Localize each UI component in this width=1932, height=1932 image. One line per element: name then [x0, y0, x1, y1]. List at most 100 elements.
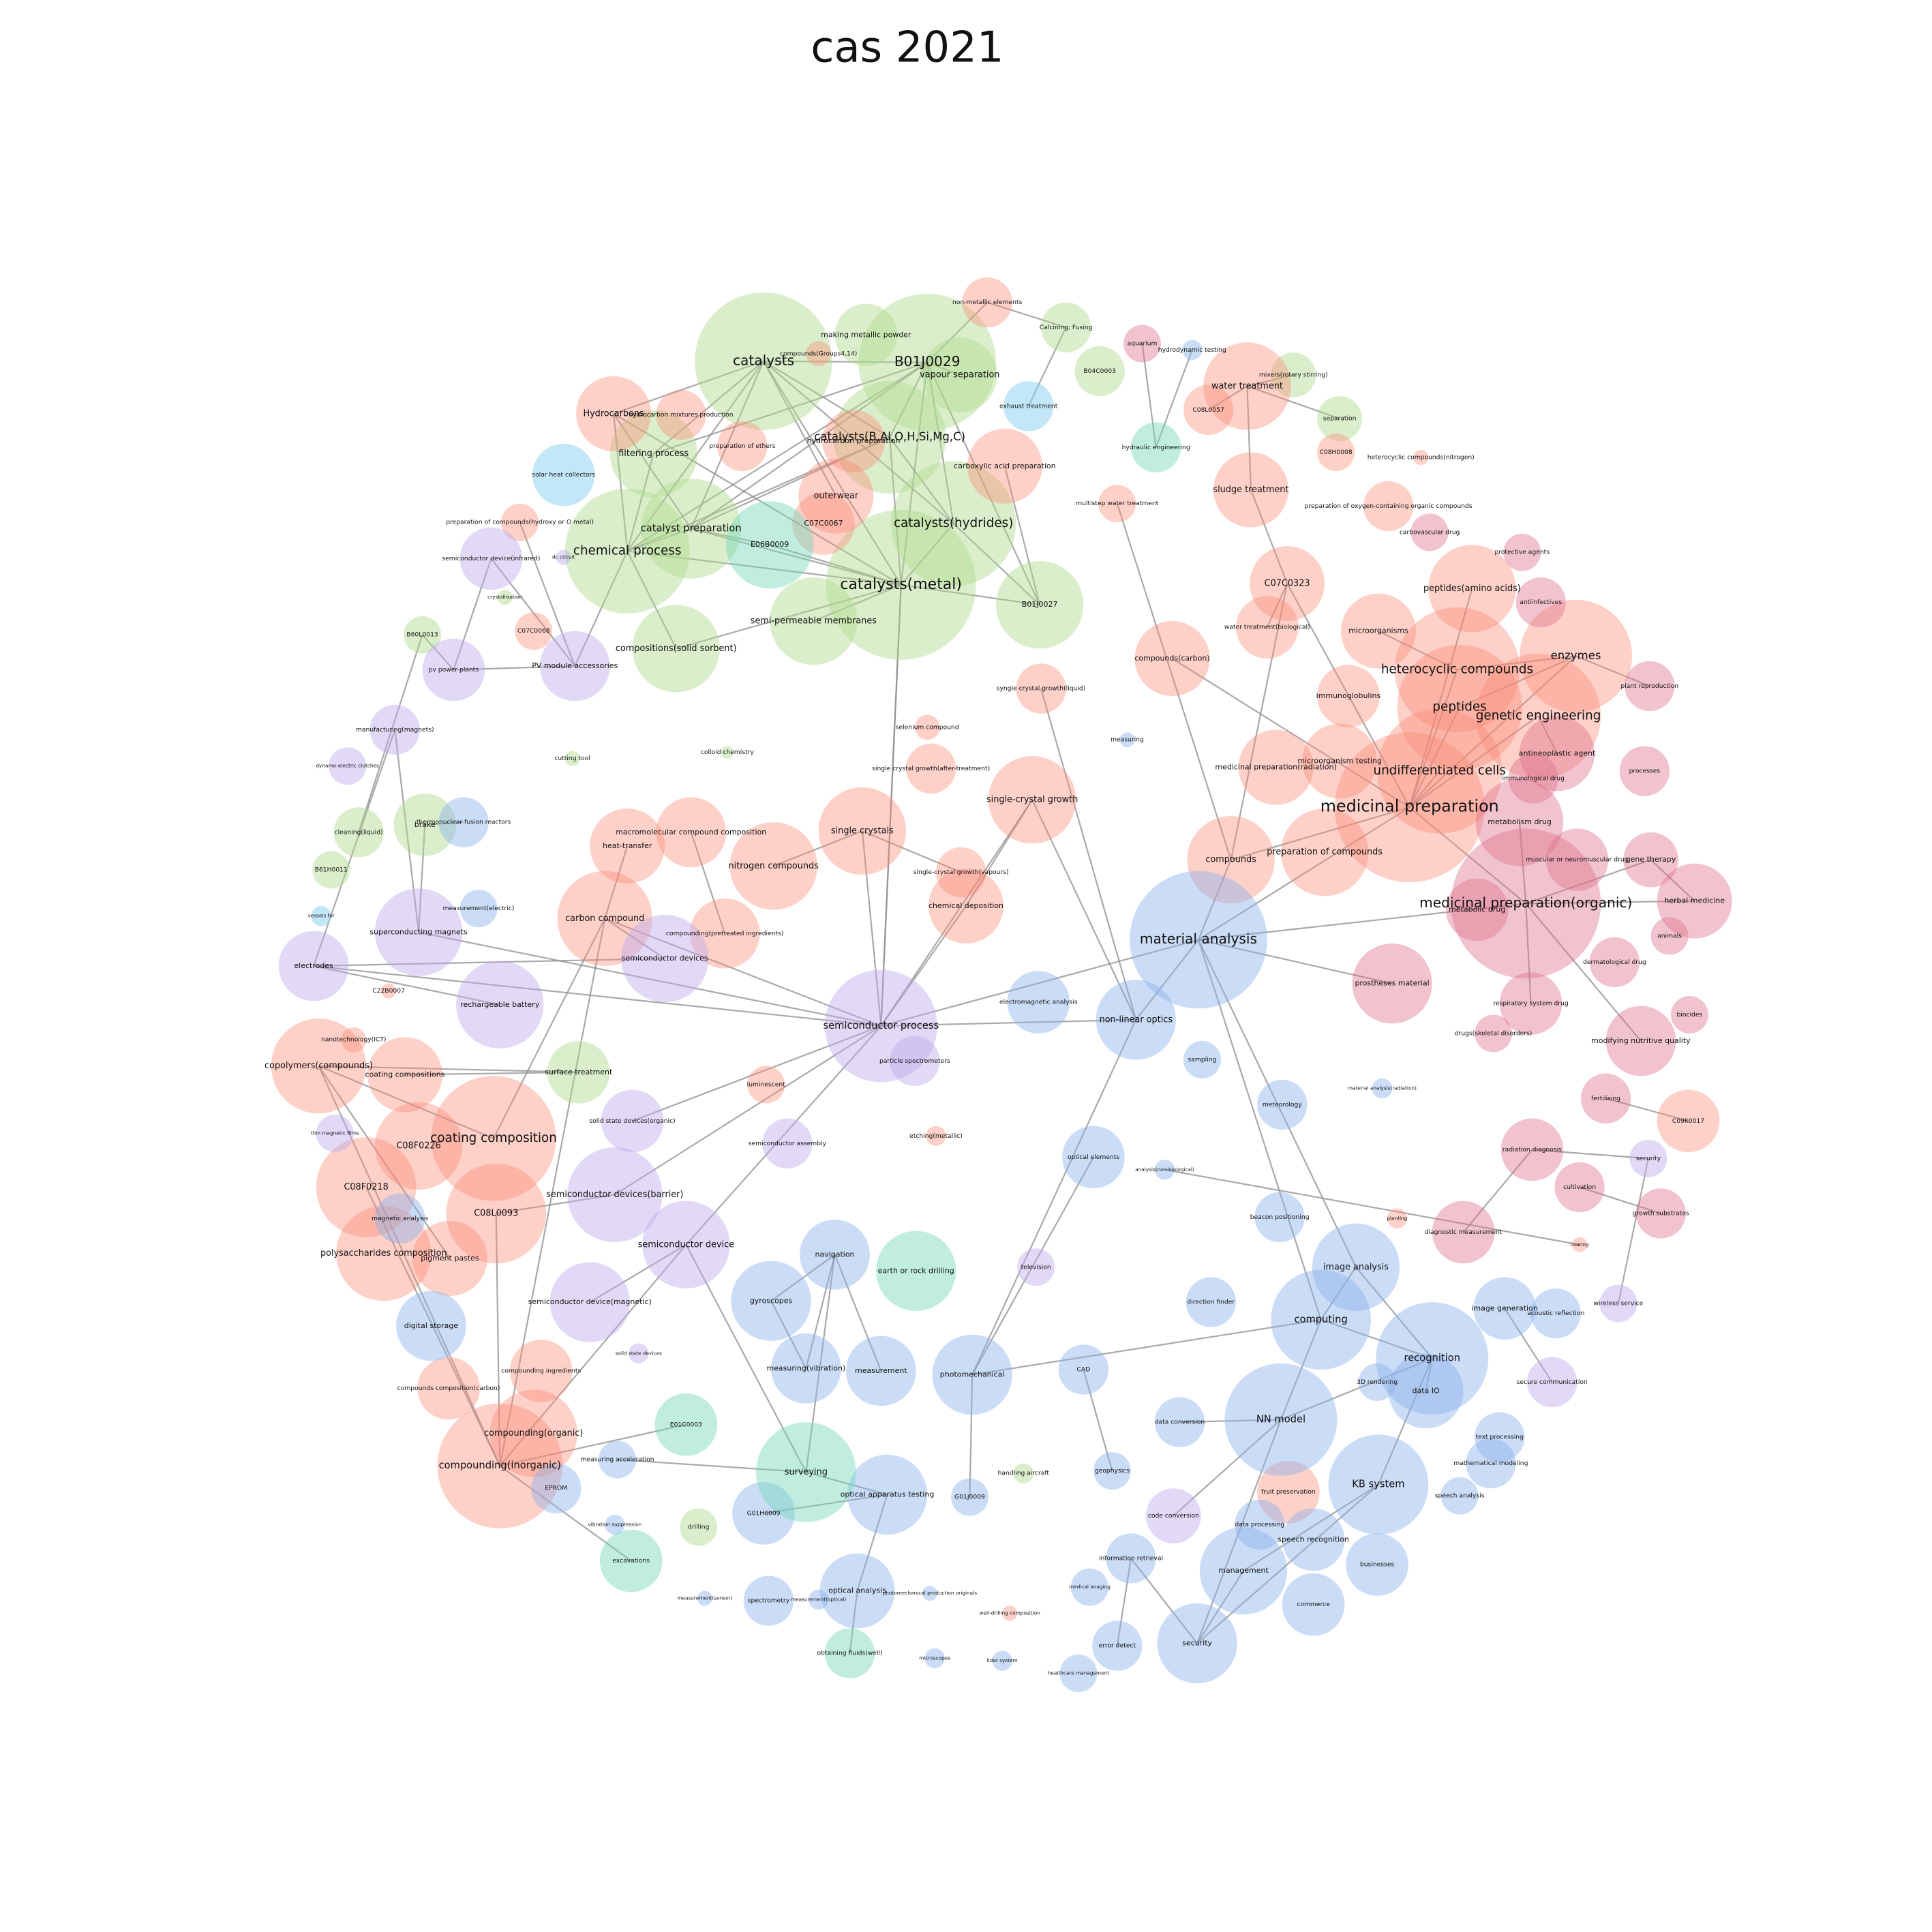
edge [926, 301, 988, 363]
edge [805, 1254, 836, 1473]
edge [1355, 1267, 1433, 1359]
node [341, 1027, 367, 1053]
node [489, 1389, 577, 1477]
node-label: security [1182, 1639, 1212, 1648]
node [1503, 533, 1541, 571]
edge [1247, 374, 1294, 387]
title: cas 2021 [811, 22, 1003, 72]
node-label: image analysis [1323, 1262, 1389, 1272]
node [532, 443, 595, 507]
node [1145, 1488, 1201, 1543]
node-label: well-drilling composition [979, 1610, 1040, 1616]
node [1475, 1412, 1525, 1462]
node [417, 1357, 480, 1420]
edge [1504, 1308, 1553, 1383]
edge [965, 799, 1033, 907]
node [1580, 1073, 1631, 1123]
edge [1231, 806, 1410, 861]
edge [493, 918, 606, 1139]
node-label: C09K0017 [1672, 1117, 1705, 1125]
node [824, 969, 937, 1083]
node-label: compounding(pretreated ingredients) [666, 930, 784, 937]
node [1058, 1344, 1108, 1395]
edge [1525, 903, 1532, 1004]
node-label: separation [1323, 415, 1357, 423]
edge [1130, 1558, 1198, 1644]
node [567, 1147, 663, 1243]
node-label: prostheses material [1355, 979, 1429, 988]
node [1183, 1040, 1221, 1078]
node [1475, 1014, 1513, 1053]
node-label: recognition [1404, 1353, 1460, 1364]
node-label: planting [1387, 1215, 1407, 1221]
node [1257, 1460, 1320, 1524]
node [642, 1201, 730, 1288]
node-label: C08H0008 [1319, 449, 1352, 456]
edge [1266, 583, 1288, 628]
edge [1246, 386, 1252, 490]
node-label: single crystals [831, 826, 894, 836]
edge [612, 413, 629, 552]
node [1213, 452, 1288, 528]
node-label: semiconductor devices(barrier) [546, 1190, 683, 1200]
edge [1525, 859, 1651, 905]
node-label: CAD [1076, 1366, 1090, 1374]
edge [617, 1458, 806, 1473]
node [695, 292, 832, 430]
edge [627, 528, 692, 552]
edge [889, 362, 929, 438]
node [1130, 422, 1181, 472]
node-label: navigation [815, 1250, 855, 1258]
node-label: immunological drug [1503, 775, 1565, 783]
node-label: respiratory system drug [1493, 999, 1568, 1007]
node [1040, 302, 1091, 352]
node-label: E01C0003 [670, 1421, 702, 1428]
edge [834, 1254, 882, 1372]
node-label: wireless service [1594, 1299, 1644, 1307]
edge [1408, 707, 1461, 808]
edge [1579, 1186, 1661, 1215]
edge [971, 1019, 1137, 1375]
node-label: mixers(rotary stirring) [1259, 371, 1328, 378]
edge [499, 1465, 632, 1562]
node [732, 1482, 795, 1545]
node [1203, 342, 1291, 430]
node [1187, 816, 1275, 904]
node [890, 1036, 940, 1086]
node [1013, 1463, 1033, 1483]
node-label: plant reproduction [1620, 682, 1678, 690]
edge [574, 550, 629, 667]
edge [1173, 1419, 1282, 1517]
node [1352, 944, 1432, 1024]
edge [1408, 588, 1473, 808]
node-label: electromagnetic analysis [999, 999, 1078, 1006]
node [731, 1261, 811, 1341]
node [1572, 1237, 1588, 1252]
node-label: manufacturing(magnets) [356, 726, 434, 734]
node [809, 1589, 829, 1610]
node [858, 293, 996, 432]
node-label: selenium compound [896, 723, 959, 731]
node [1410, 513, 1449, 552]
edge [773, 830, 863, 867]
edge [1518, 822, 1527, 904]
node-label: C08F0226 [396, 1141, 440, 1151]
node-label: B04C0003 [1083, 367, 1116, 375]
node-label: catalyst preparation [641, 522, 742, 534]
node [564, 488, 690, 614]
node-label: microorganism testing [1297, 756, 1382, 765]
edge [1457, 655, 1576, 671]
node [1554, 1162, 1605, 1213]
node-label: information retrieval [1099, 1554, 1163, 1562]
node [833, 381, 946, 494]
node-label: Hydrocarbons [583, 408, 644, 419]
edge [495, 1213, 501, 1466]
node [431, 1076, 556, 1201]
node [819, 1553, 895, 1629]
node [1635, 1188, 1686, 1239]
node [605, 1514, 625, 1535]
node-label: code conversion [1148, 1512, 1199, 1520]
edge [314, 957, 665, 967]
edge [763, 360, 954, 524]
edge [1083, 1369, 1113, 1471]
